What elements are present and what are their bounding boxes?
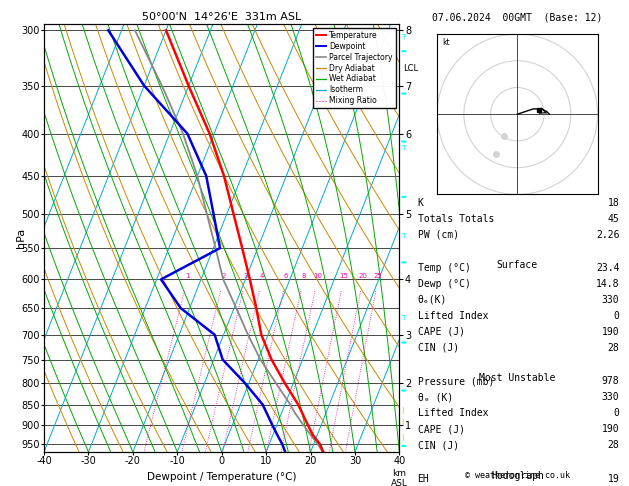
Text: 0: 0 [613, 408, 620, 418]
Text: ┐: ┐ [401, 141, 406, 150]
Text: LCL: LCL [403, 64, 418, 73]
Text: 190: 190 [602, 327, 620, 337]
Text: Lifted Index: Lifted Index [418, 408, 488, 418]
Text: 28: 28 [608, 440, 620, 451]
Text: ┐: ┐ [401, 30, 406, 38]
Text: ┐: ┐ [401, 312, 406, 320]
Text: CAPE (J): CAPE (J) [418, 424, 465, 434]
Text: 330: 330 [602, 392, 620, 402]
Text: 10: 10 [313, 274, 322, 279]
Text: ┐: ┐ [401, 229, 406, 238]
Text: km
ASL: km ASL [391, 469, 408, 486]
Text: 25: 25 [374, 274, 382, 279]
Text: CAPE (J): CAPE (J) [418, 327, 465, 337]
Text: CIN (J): CIN (J) [418, 440, 459, 451]
Text: 23.4: 23.4 [596, 263, 620, 273]
Text: 2.26: 2.26 [596, 230, 620, 240]
Text: Pressure (mb): Pressure (mb) [418, 376, 494, 386]
Text: PW (cm): PW (cm) [418, 230, 459, 240]
Text: 18: 18 [608, 198, 620, 208]
X-axis label: Dewpoint / Temperature (°C): Dewpoint / Temperature (°C) [147, 472, 296, 482]
Text: 8: 8 [301, 274, 306, 279]
Text: EH: EH [418, 473, 429, 484]
Text: Hodograph: Hodograph [491, 471, 544, 481]
Text: θₑ (K): θₑ (K) [418, 392, 453, 402]
Text: Lifted Index: Lifted Index [418, 311, 488, 321]
Text: 978: 978 [602, 376, 620, 386]
Text: Dewp (°C): Dewp (°C) [418, 279, 470, 289]
Text: hPa: hPa [16, 228, 26, 248]
Text: 1: 1 [185, 274, 190, 279]
Text: CIN (J): CIN (J) [418, 343, 459, 353]
Text: 45: 45 [608, 214, 620, 224]
Text: kt: kt [443, 38, 450, 47]
Text: Surface: Surface [497, 260, 538, 270]
Text: 15: 15 [339, 274, 348, 279]
Text: 3: 3 [243, 274, 248, 279]
Text: Most Unstable: Most Unstable [479, 373, 555, 383]
Text: 14.8: 14.8 [596, 279, 620, 289]
Text: 6: 6 [284, 274, 288, 279]
Text: 190: 190 [602, 424, 620, 434]
Legend: Temperature, Dewpoint, Parcel Trajectory, Dry Adiabat, Wet Adiabat, Isotherm, Mi: Temperature, Dewpoint, Parcel Trajectory… [313, 28, 396, 108]
Text: |: | [401, 407, 404, 414]
Text: 07.06.2024  00GMT  (Base: 12): 07.06.2024 00GMT (Base: 12) [432, 12, 603, 22]
Text: |: | [401, 434, 404, 441]
Text: |: | [401, 419, 404, 426]
Text: 330: 330 [602, 295, 620, 305]
Text: 0: 0 [613, 311, 620, 321]
Text: K: K [418, 198, 423, 208]
Text: 28: 28 [608, 343, 620, 353]
Text: 4: 4 [260, 274, 264, 279]
Title: 50°00'N  14°26'E  331m ASL: 50°00'N 14°26'E 331m ASL [142, 12, 301, 22]
Text: θₑ(K): θₑ(K) [418, 295, 447, 305]
Text: Totals Totals: Totals Totals [418, 214, 494, 224]
Text: 20: 20 [359, 274, 367, 279]
Text: © weatheronline.co.uk: © weatheronline.co.uk [465, 471, 570, 480]
Text: 19: 19 [608, 473, 620, 484]
Text: Temp (°C): Temp (°C) [418, 263, 470, 273]
Text: 2: 2 [221, 274, 226, 279]
